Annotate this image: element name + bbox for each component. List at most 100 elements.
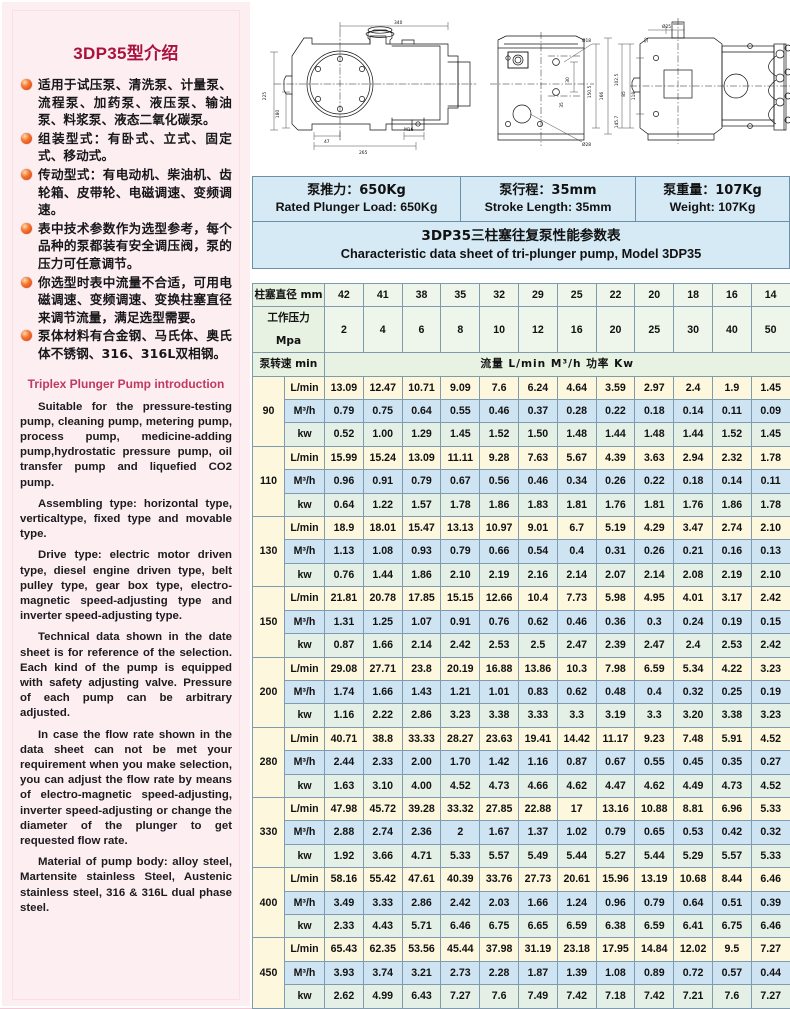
unit-label: M³/h — [285, 540, 325, 563]
data-value: 10.68 — [674, 868, 713, 891]
data-value: 53.56 — [402, 938, 441, 961]
data-value: 0.32 — [674, 680, 713, 703]
rpm-label: 110 — [253, 446, 285, 516]
data-value: 0.11 — [712, 400, 751, 423]
unit-label: kw — [285, 844, 325, 867]
data-value: 2.16 — [519, 563, 558, 586]
unit-label: L/min — [285, 727, 325, 750]
intro-panel: 3DP35型介绍 适用于试压泵、清洗泵、计量泵、流程泵、加药泵、液压泵、输油泵、… — [0, 0, 252, 1008]
data-value: 1.00 — [363, 423, 402, 446]
data-value: 0.79 — [635, 891, 674, 914]
data-value: 5.33 — [751, 797, 790, 820]
data-value: 2.28 — [480, 961, 519, 984]
data-value: 11.11 — [441, 446, 480, 469]
data-value: 4.73 — [480, 774, 519, 797]
unit-label: L/min — [285, 446, 325, 469]
svg-text:Ø28: Ø28 — [582, 141, 591, 148]
table-title: 3DP35三柱塞往复泵性能参数表 Characteristic data she… — [252, 222, 790, 269]
data-value: 33.32 — [441, 797, 480, 820]
rpm-label: 450 — [253, 938, 285, 1008]
data-value: 0.89 — [635, 961, 674, 984]
data-value: 27.73 — [519, 868, 558, 891]
rpm-label: 130 — [253, 517, 285, 587]
data-value: 12.47 — [363, 376, 402, 399]
data-value: 31.19 — [519, 938, 558, 961]
data-value: 5.98 — [596, 587, 635, 610]
data-value: 0.46 — [519, 470, 558, 493]
rpm-label: 400 — [253, 868, 285, 938]
data-value: 10.3 — [557, 657, 596, 680]
data-value: 7.27 — [751, 938, 790, 961]
data-value: 40.71 — [325, 727, 364, 750]
data-value: 8.44 — [712, 868, 751, 891]
data-value: 5.57 — [712, 844, 751, 867]
unit-label: L/min — [285, 657, 325, 680]
plunger-diameter-value: 16 — [712, 284, 751, 307]
data-value: 1.48 — [635, 423, 674, 446]
data-value: 4.73 — [712, 774, 751, 797]
data-value: 7.98 — [596, 657, 635, 680]
data-value: 11.17 — [596, 727, 635, 750]
data-value: 0.51 — [712, 891, 751, 914]
data-value: 6.43 — [402, 985, 441, 1008]
bullet-item: 适用于试压泵、清洗泵、计量泵、流程泵、加药泵、液压泵、输油泵、料浆泵、液态二氧化… — [20, 76, 232, 129]
working-pressure-value: 12 — [519, 307, 558, 353]
data-value: 0.36 — [596, 610, 635, 633]
data-value: 1.45 — [441, 423, 480, 446]
data-value: 7.63 — [519, 446, 558, 469]
unit-label: kw — [285, 914, 325, 937]
working-pressure-value: 8 — [441, 307, 480, 353]
data-value: 0.16 — [712, 540, 751, 563]
data-value: 0.76 — [325, 563, 364, 586]
data-value: 7.73 — [557, 587, 596, 610]
plunger-diameter-value: 41 — [363, 284, 402, 307]
data-value: 6.41 — [674, 914, 713, 937]
spec-strip: 泵推力：650Kg Rated Plunger Load: 650Kg 泵行程：… — [252, 176, 790, 269]
data-value: 14.42 — [557, 727, 596, 750]
working-pressure-value: 20 — [596, 307, 635, 353]
data-value: 0.55 — [441, 400, 480, 423]
data-value: 2.14 — [557, 563, 596, 586]
bullet-item: 你选型时表中流量不合适，可用电磁调速、变频调速、变换柱塞直径来调节流量，满足选型… — [20, 274, 232, 327]
data-value: 8.81 — [674, 797, 713, 820]
data-value: 0.19 — [712, 610, 751, 633]
data-value: 0.45 — [674, 751, 713, 774]
spec-label-en: Stroke Length: 35mm — [463, 199, 633, 215]
data-value: 6.24 — [519, 376, 558, 399]
data-value: 4.00 — [402, 774, 441, 797]
data-value: 10.88 — [635, 797, 674, 820]
data-value: 58.16 — [325, 868, 364, 891]
bullet-dot-icon — [21, 277, 32, 288]
data-value: 3.47 — [674, 517, 713, 540]
data-value: 47.61 — [402, 868, 441, 891]
data-value: 5.33 — [441, 844, 480, 867]
data-value: 3.33 — [519, 704, 558, 727]
data-value: 1.86 — [712, 493, 751, 516]
svg-text:225: 225 — [262, 92, 268, 101]
data-value: 0.25 — [712, 680, 751, 703]
data-value: 0.48 — [596, 680, 635, 703]
data-value: 2.53 — [480, 634, 519, 657]
data-value: 2.47 — [557, 634, 596, 657]
data-value: 0.09 — [751, 400, 790, 423]
svg-text:340: 340 — [394, 20, 403, 26]
english-paragraph: Drive type: electric motor driven type, … — [20, 548, 232, 624]
data-value: 0.56 — [480, 470, 519, 493]
data-value: 5.34 — [674, 657, 713, 680]
data-value: 0.39 — [751, 891, 790, 914]
data-value: 5.27 — [596, 844, 635, 867]
data-value: 6.46 — [441, 914, 480, 937]
data-value: 5.91 — [712, 727, 751, 750]
data-value: 6.7 — [557, 517, 596, 540]
plunger-diameter-value: 20 — [635, 284, 674, 307]
